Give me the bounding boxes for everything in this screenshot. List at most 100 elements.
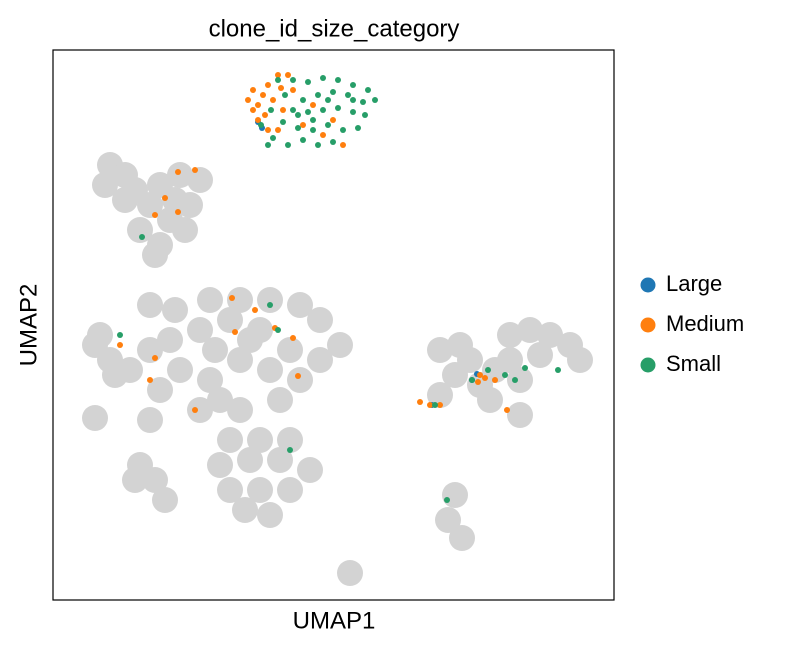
background-cell [307,347,333,373]
cell-point [275,127,281,133]
cell-point [305,79,311,85]
cell-point [365,87,371,93]
cell-point [275,72,281,78]
background-cell [449,525,475,551]
background-cell [232,497,258,523]
cell-point [250,87,256,93]
background-cell [167,162,193,188]
cell-point [295,373,301,379]
background-cell [137,407,163,433]
cell-point [350,82,356,88]
background-cell [267,447,293,473]
background-cell [257,502,283,528]
cell-point [139,234,145,240]
cell-point [512,377,518,383]
background-cell [217,427,243,453]
background-cell [277,477,303,503]
cell-point [360,99,366,105]
background-cell [82,405,108,431]
cell-point [258,122,264,128]
cell-point [477,372,483,378]
legend-label: Large [666,271,722,296]
cell-point [290,107,296,113]
cell-point [335,105,341,111]
background-cell [142,242,168,268]
background-cell [527,342,553,368]
background-cell [87,322,113,348]
cell-point [502,372,508,378]
background-cell [197,287,223,313]
background-cell [152,487,178,513]
cell-point [175,209,181,215]
background-cell [162,297,188,323]
background-cell [517,317,543,343]
plot-frame [52,49,615,601]
y-axis-label: UMAP2 [15,284,42,367]
background-cell [257,357,283,383]
background-cell [112,187,138,213]
background-cell [482,357,508,383]
cell-point [117,342,123,348]
background-cell [217,477,243,503]
cell-point [485,367,491,373]
cell-point [295,112,301,118]
background-cell [567,347,593,373]
cell-point [335,77,341,83]
background-cell [497,322,523,348]
background-cell [257,287,283,313]
background-cell [197,367,223,393]
background-cell [307,307,333,333]
cell-point [437,402,443,408]
background-cell [477,387,503,413]
cell-point [287,447,293,453]
background-cell [327,332,353,358]
cell-point [330,139,336,145]
background-cell [427,337,453,363]
background-cell [247,477,273,503]
cell-point [340,127,346,133]
plot-area [82,72,593,586]
cell-point [262,112,268,118]
cell-point [372,97,378,103]
background-cell [122,467,148,493]
cell-point [285,142,291,148]
cell-point [325,97,331,103]
background-cell [287,367,313,393]
cell-point [290,87,296,93]
background-cell [127,217,153,243]
background-cell [172,217,198,243]
background-cell [435,507,461,533]
cell-point [285,72,291,78]
background-cell [217,307,243,333]
background-cell [207,452,233,478]
cell-point [522,365,528,371]
background-cell [167,357,193,383]
cell-point [270,97,276,103]
cell-point [282,92,288,98]
cell-point [232,329,238,335]
legend: Large Medium Small [640,271,744,376]
background-cell [237,327,263,353]
background-cell [102,362,128,388]
cell-point [362,112,368,118]
legend-marker [640,277,656,293]
background-cell [297,457,323,483]
cell-point [475,379,481,385]
background-cell [187,317,213,343]
cell-point [250,107,256,113]
cell-point [320,132,326,138]
cell-point [280,107,286,113]
cell-point [275,77,281,83]
legend-label: Small [666,351,721,376]
cell-point [265,127,271,133]
background-cell [247,427,273,453]
cell-point [229,295,235,301]
background-cell [507,367,533,393]
cell-point [444,497,450,503]
background-cell [137,337,163,363]
cell-point [320,75,326,81]
cell-point [482,375,488,381]
cell-point [300,137,306,143]
cell-point [355,125,361,131]
